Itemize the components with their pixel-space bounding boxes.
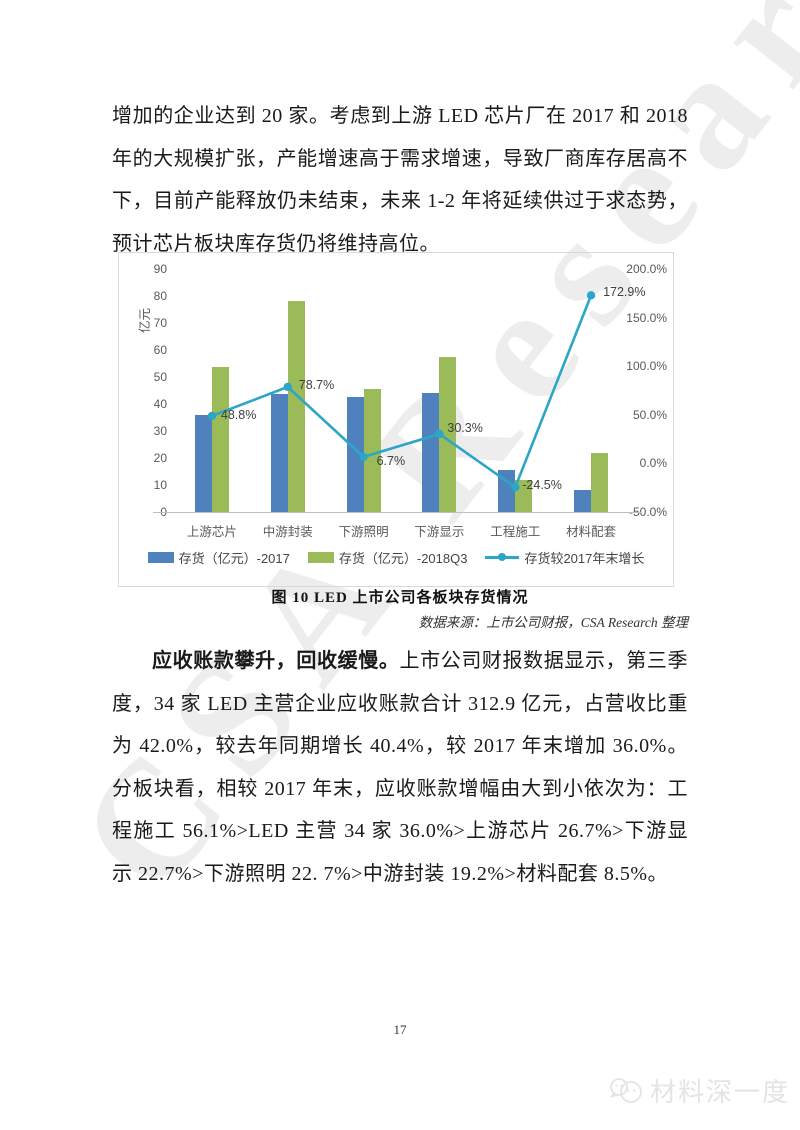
paragraph-lead-bold: 应收账款攀升，回收缓慢。 — [152, 650, 400, 672]
line-data-label: 78.7% — [298, 377, 335, 392]
category-label: 工程施工 — [490, 525, 541, 539]
page-number: 17 — [393, 1022, 407, 1037]
bar-2017 — [574, 490, 592, 512]
right-axis-tick: -50.0% — [628, 505, 667, 519]
legend-item: 存货（亿元）-2018Q3 — [307, 548, 468, 567]
line-data-label: -24.5% — [522, 478, 562, 493]
data-source-note: 数据来源：上市公司财报，CSA Research 整理 — [418, 615, 688, 630]
line-marker — [511, 483, 520, 492]
legend-line-marker — [498, 553, 507, 561]
legend-item: 存货较2017年末增长 — [485, 548, 644, 567]
line-marker — [283, 382, 292, 392]
left-axis-tick: 30 — [153, 424, 167, 438]
left-axis-tick: 80 — [153, 289, 167, 303]
line-data-label: 30.3% — [447, 420, 483, 435]
inventory-chart-figure: 亿元 9080706050403020100200.0%150.0%100.0%… — [118, 252, 674, 587]
chart-legend: 存货（亿元）-2017 存货（亿元）-2018Q3 存货较2017年末增长 — [119, 546, 673, 568]
category-label: 下游照明 — [338, 525, 389, 539]
category-label: 上游芯片 — [186, 525, 237, 539]
growth-line-series — [207, 291, 596, 492]
right-axis-tick: 50.0% — [632, 407, 667, 422]
legend-line-swatch — [485, 552, 520, 562]
line-marker — [359, 452, 368, 462]
body-paragraph-2: 应收账款攀升，回收缓慢。上市公司财报数据显示，第三季度，34 家 LED 主营企… — [112, 640, 688, 895]
bar-2018q3 — [363, 388, 381, 512]
legend-swatch — [147, 551, 174, 563]
left-axis-tick: 70 — [153, 316, 167, 330]
right-axis-tick: 150.0% — [626, 310, 667, 325]
category-label: 中游封装 — [262, 525, 313, 539]
line-data-label: 172.9% — [603, 285, 646, 300]
bar-2017 — [498, 470, 516, 512]
bar-2018q3 — [211, 367, 229, 512]
legend-label: 存货（亿元）-2018Q3 — [338, 550, 468, 566]
paragraph-body-text: 上市公司财报数据显示，第三季度，34 家 LED 主营企业应收账款合计 312.… — [112, 650, 689, 885]
left-axis-tick: 40 — [153, 397, 167, 411]
legend-swatch — [307, 551, 334, 563]
line-marker — [586, 291, 596, 300]
bar-2018q3 — [287, 301, 305, 512]
legend-label: 存货（亿元）-2017 — [178, 550, 290, 566]
figure-caption: 图 10 LED 上市公司各板块存货情况 — [271, 590, 529, 606]
category-label: 材料配套 — [566, 525, 617, 539]
right-axis-tick: 200.0% — [626, 262, 667, 276]
right-axis-tick: 0.0% — [639, 456, 667, 471]
right-axis-tick: 100.0% — [626, 359, 667, 374]
body-paragraph-1: 增加的企业达到 20 家。考虑到上游 LED 芯片厂在 2017 和 2018 … — [112, 105, 688, 255]
legend-item: 存货（亿元）-2017 — [147, 548, 290, 567]
footer-brand-label: 材料深一度 — [649, 1077, 790, 1107]
left-axis-tick: 50 — [153, 370, 167, 384]
left-axis-tick: 90 — [153, 262, 167, 276]
bar-2017 — [194, 414, 212, 512]
left-axis-tick: 60 — [153, 343, 167, 357]
footer-brand: 材料深一度 — [608, 1072, 790, 1109]
line-marker — [435, 429, 444, 439]
bar-2017 — [346, 396, 364, 512]
bar-2017 — [422, 393, 440, 512]
line-marker — [207, 411, 217, 421]
left-axis-tick: 10 — [153, 478, 167, 492]
bar-2018q3 — [515, 480, 533, 512]
category-label: 下游显示 — [414, 525, 465, 539]
bar-2018q3 — [591, 453, 609, 512]
x-axis-line — [153, 512, 641, 513]
wechat-icon — [608, 1076, 644, 1106]
legend-label: 存货较2017年末增长 — [524, 550, 645, 566]
chart-plot-area: 9080706050403020100200.0%150.0%100.0%50.… — [119, 253, 673, 586]
bar-2017 — [270, 394, 288, 512]
line-data-label: 48.8% — [220, 407, 257, 422]
line-data-label: 6.7% — [376, 453, 406, 468]
left-axis-tick: 20 — [153, 451, 167, 465]
bar-2018q3 — [439, 357, 457, 512]
